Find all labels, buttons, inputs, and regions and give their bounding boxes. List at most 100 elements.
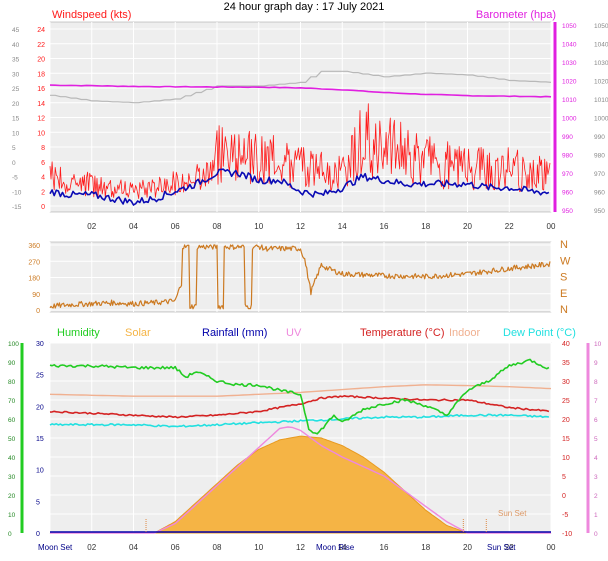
legend-humidity: Humidity: [57, 327, 100, 339]
outer-right-tick-label: 990: [594, 134, 605, 141]
windspeed-tick-label: 10: [37, 130, 45, 137]
wind-x-tick-label: 02: [87, 222, 96, 231]
barometer-tick-label: 1030: [562, 60, 577, 67]
direction-tick-label: 180: [28, 276, 40, 283]
legend-dew-point-c: Dew Point (°C): [503, 327, 576, 339]
outer-left-tick-label: -15: [12, 204, 22, 211]
outer-right-tick-label: 970: [594, 171, 605, 178]
temperature-tick-label: -10: [562, 531, 572, 538]
barometer-tick-label: 1040: [562, 42, 577, 49]
outer-right-tick-label: 950: [594, 208, 605, 215]
legend-temperature-c: Temperature (°C): [360, 327, 444, 339]
temperature-tick-label: 25: [562, 398, 570, 405]
rainfall-tick-label: 10: [36, 468, 44, 475]
rainfall-tick-label: 15: [36, 436, 44, 443]
compass-tick-label: N: [560, 239, 568, 251]
environment-x-tick-label: 14: [338, 543, 347, 552]
uv-tick-label: 0: [594, 531, 598, 538]
legend-indoor: Indoor: [449, 327, 481, 339]
outer-right-tick-label: 960: [594, 190, 605, 197]
indoor-series: [49, 384, 552, 397]
temperature-tick-label: 15: [562, 436, 570, 443]
moon-set-label: Moon Set: [38, 543, 73, 552]
dewpoint-series: [49, 413, 550, 428]
barometer-tick-label: 1000: [562, 116, 577, 123]
outer-left-tick-label: 30: [12, 71, 20, 78]
compass-tick-label: E: [560, 288, 567, 300]
environment-x-tick-label: 18: [421, 543, 430, 552]
outer-left-tick-label: 35: [12, 57, 20, 64]
wind-x-tick-label: 22: [505, 222, 514, 231]
environment-x-tick-label: 20: [463, 543, 472, 552]
humidity-tick-label: 40: [8, 455, 16, 462]
outer-right-tick-label: 1030: [594, 60, 608, 67]
outer-left-tick-label: 40: [12, 42, 20, 49]
environment-x-tick-label: 10: [254, 543, 263, 552]
chart-title: 24 hour graph day : 17 July 2021: [224, 1, 385, 13]
humidity-tick-label: 0: [8, 531, 12, 538]
environment-x-tick-label: 00: [547, 543, 556, 552]
outer-right-tick-label: 1010: [594, 97, 608, 104]
windspeed-tick-label: 20: [37, 57, 45, 64]
pressure-gray-series: [50, 70, 552, 104]
uv-tick-label: 7: [594, 398, 598, 405]
wind-x-tick-label: 18: [421, 222, 430, 231]
windspeed-tick-label: 22: [37, 42, 45, 49]
environment-x-tick-label: 12: [296, 543, 305, 552]
sun-set-upper-label: Sun Set: [498, 509, 527, 518]
outer-left-tick-label: -10: [12, 189, 22, 196]
outer-right-tick-label: 1000: [594, 116, 608, 123]
wind-direction-series: [49, 244, 551, 310]
barometer-tick-label: 1020: [562, 79, 577, 86]
temperature-series: [49, 394, 550, 419]
barometer-tick-label: 980: [562, 153, 573, 160]
legend-rainfall-mm: Rainfall (mm): [202, 327, 267, 339]
barometer-tick-label: 990: [562, 134, 573, 141]
legend-uv: UV: [286, 327, 302, 339]
humidity-series: [49, 358, 550, 435]
wind-x-tick-label: 14: [338, 222, 347, 231]
rainfall-tick-label: 20: [36, 404, 44, 411]
temperature-tick-label: 0: [562, 493, 566, 500]
outer-left-tick-label: 0: [12, 160, 16, 167]
environment-x-tick-label: 22: [505, 543, 514, 552]
temperature-tick-label: 35: [562, 360, 570, 367]
humidity-tick-label: 30: [8, 474, 16, 481]
windspeed-tick-label: 14: [37, 101, 45, 108]
windspeed-tick-label: 0: [41, 204, 45, 211]
uv-tick-label: 3: [594, 474, 598, 481]
barometer-axis-label: Barometer (hpa): [476, 9, 556, 21]
legend-solar: Solar: [125, 327, 151, 339]
humidity-tick-label: 80: [8, 379, 16, 386]
humidity-tick-label: 10: [8, 512, 16, 519]
windspeed-tick-label: 8: [41, 145, 45, 152]
rainfall-tick-label: 30: [36, 341, 44, 348]
humidity-tick-label: 90: [8, 360, 16, 367]
wind-x-tick-label: 06: [171, 222, 180, 231]
barometer-tick-label: 950: [562, 208, 573, 215]
windspeed-tick-label: 24: [37, 27, 45, 34]
windspeed-tick-label: 18: [37, 71, 45, 78]
uv-tick-label: 4: [594, 455, 598, 462]
outer-left-tick-label: -5: [12, 175, 18, 182]
humidity-tick-label: 50: [8, 436, 16, 443]
temperature-tick-label: 5: [562, 474, 566, 481]
direction-tick-label: 0: [36, 308, 40, 315]
sun-set-label: Sun Set: [487, 543, 516, 552]
direction-tick-label: 90: [32, 292, 40, 299]
wind-x-tick-label: 16: [380, 222, 389, 231]
windspeed-tick-label: 12: [37, 116, 45, 123]
humidity-tick-label: 20: [8, 493, 16, 500]
compass-tick-label: S: [560, 272, 567, 284]
uv-tick-label: 8: [594, 379, 598, 386]
temperature-tick-label: 20: [562, 417, 570, 424]
temperature-tick-label: -5: [562, 512, 568, 519]
outer-left-tick-label: 10: [12, 130, 20, 137]
wind-x-tick-label: 10: [254, 222, 263, 231]
windspeed-axis-label: Windspeed (kts): [52, 9, 131, 21]
compass-tick-label: W: [560, 255, 571, 267]
temperature-tick-label: 10: [562, 455, 570, 462]
environment-x-tick-label: 04: [129, 543, 138, 552]
rainfall-tick-label: 5: [36, 499, 40, 506]
